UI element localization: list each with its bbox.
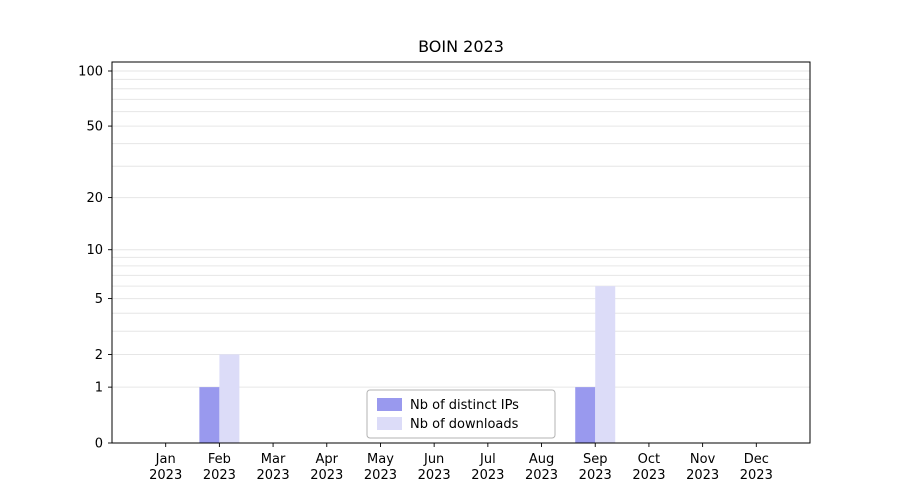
x-tick-label-month: Mar — [261, 452, 286, 467]
x-tick-label-month: Jan — [155, 452, 176, 467]
x-tick-label-year: 2023 — [579, 468, 612, 483]
x-tick-label-year: 2023 — [257, 468, 290, 483]
gridlines — [112, 70, 810, 388]
legend: Nb of distinct IPs Nb of downloads — [366, 389, 556, 439]
y-tick-label: 100 — [78, 65, 103, 80]
x-tick-label-year: 2023 — [418, 468, 451, 483]
chart-title: BOIN 2023 — [418, 37, 504, 56]
x-tick-label-month: Dec — [744, 452, 769, 467]
bar-sep-series1 — [595, 286, 616, 443]
y-tick-label: 10 — [86, 243, 103, 258]
x-tick-label-month: May — [367, 452, 394, 467]
y-tick-label: 5 — [95, 292, 103, 307]
bar-feb-series0 — [199, 387, 220, 443]
plot-border — [111, 61, 811, 444]
y-tick-label: 2 — [95, 348, 103, 363]
bar-sep-series0 — [575, 387, 596, 443]
x-tick-label-month: Oct — [638, 452, 660, 467]
y-tick-label: 0 — [95, 437, 103, 452]
x-axis-labels: Jan2023Feb2023Mar2023Apr2023May2023Jun20… — [149, 452, 773, 483]
y-tick-label: 1 — [95, 381, 103, 396]
y-tick-label: 20 — [86, 191, 103, 206]
x-tick-label-year: 2023 — [203, 468, 236, 483]
x-tick-label-year: 2023 — [525, 468, 558, 483]
legend-label: Nb of distinct IPs — [410, 398, 519, 413]
x-tick-label-year: 2023 — [632, 468, 665, 483]
axis-ticks — [108, 70, 757, 447]
x-tick-label-month: Feb — [208, 452, 231, 467]
x-tick-label-year: 2023 — [740, 468, 773, 483]
y-tick-label: 50 — [86, 120, 103, 135]
x-tick-label-month: Jul — [479, 452, 496, 467]
x-tick-label-year: 2023 — [149, 468, 182, 483]
x-tick-label-year: 2023 — [364, 468, 397, 483]
x-tick-label-year: 2023 — [310, 468, 343, 483]
x-tick-label-month: Aug — [529, 452, 554, 467]
y-axis-labels: 0 1 2 5 10 20 50 100 — [78, 65, 103, 452]
legend-box — [366, 389, 556, 439]
x-tick-label-month: Sep — [583, 452, 608, 467]
x-tick-label-month: Jun — [423, 452, 444, 467]
bars — [199, 286, 616, 443]
x-tick-label-month: Apr — [316, 452, 339, 467]
bar-feb-series1 — [219, 354, 240, 443]
x-tick-label-year: 2023 — [686, 468, 719, 483]
x-tick-label-month: Nov — [690, 452, 716, 467]
legend-swatch — [377, 398, 402, 411]
x-tick-label-year: 2023 — [471, 468, 504, 483]
legend-label: Nb of downloads — [410, 417, 519, 432]
legend-swatch — [377, 417, 402, 430]
